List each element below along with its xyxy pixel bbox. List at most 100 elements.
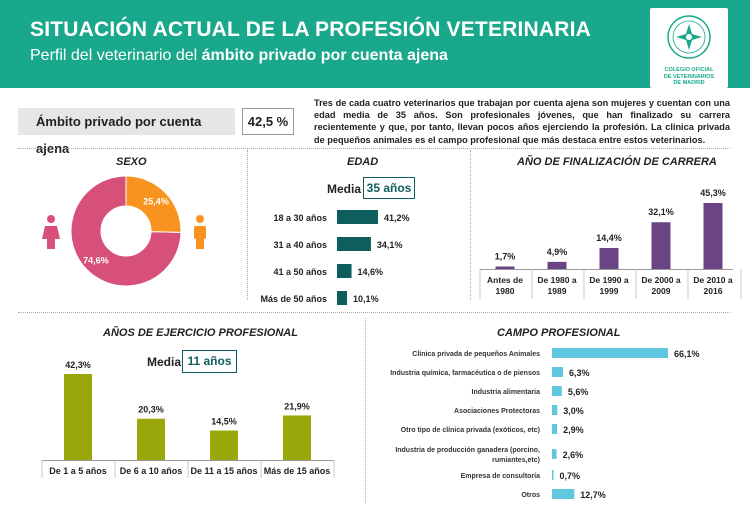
carrera-category: De 2000 a <box>641 275 680 285</box>
campo-category: Asociaciones Protectoras <box>454 408 540 415</box>
campo-bar <box>552 405 558 415</box>
ejercicio-bar <box>137 418 165 460</box>
carrera-bar <box>599 248 619 269</box>
edad-media-value: 35 años <box>363 177 415 199</box>
campo-bar <box>552 367 564 377</box>
page-subtitle: Perfil del veterinario del ámbito privad… <box>30 47 448 65</box>
campo-category: Otros <box>521 492 540 499</box>
divider-middle <box>18 312 730 313</box>
divider-bottom <box>365 318 366 503</box>
carrera-value: 14,4% <box>596 233 622 243</box>
campo-value: 12,7% <box>580 490 606 500</box>
edad-title: EDAD <box>347 156 379 168</box>
carrera-category: De 1980 a <box>537 275 576 285</box>
scope-value: 42,5 % <box>242 108 294 135</box>
carrera-category: 1999 <box>600 286 619 296</box>
logo-line-3: DE MADRID <box>673 80 705 86</box>
campo-category: Industria química, farmacéutica o de pie… <box>390 370 540 377</box>
carrera-value: 45,3% <box>700 188 726 198</box>
campo-value: 66,1% <box>674 349 700 359</box>
carrera-category: Antes de <box>487 275 523 285</box>
ejercicio-title: AÑOS DE EJERCICIO PROFESIONAL <box>103 327 298 339</box>
edad-category: Más de 50 años <box>260 294 327 304</box>
ejercicio-bar <box>283 415 311 460</box>
ejercicio-value: 42,3% <box>65 360 91 370</box>
campo-value: 5,6% <box>568 387 589 397</box>
campo-value: 3,0% <box>563 406 584 416</box>
intro-paragraph: Tres de cada cuatro veterinarios que tra… <box>314 98 730 145</box>
campo-category: Empresa de consultoría <box>461 473 540 480</box>
ejercicio-category: Más de 15 años <box>264 466 331 476</box>
campo-bar <box>552 348 668 358</box>
carrera-bar <box>651 222 671 269</box>
carrera-value: 32,1% <box>648 207 674 217</box>
ejercicio-bar <box>210 430 238 460</box>
campo-value: 0,7% <box>560 471 581 481</box>
campo-bar <box>552 489 575 499</box>
sexo-title: SEXO <box>116 156 147 168</box>
sexo-label: 74,6% <box>83 255 109 265</box>
edad-category: 41 a 50 años <box>273 267 327 277</box>
campo-bar <box>552 470 554 480</box>
divider-sexo-edad <box>247 150 248 300</box>
ejercicio-value: 20,3% <box>138 405 164 415</box>
campo-bar <box>552 386 562 396</box>
campo-bar <box>552 424 558 434</box>
edad-bar <box>337 210 378 224</box>
ejercicio-value: 21,9% <box>284 401 310 411</box>
campo-value: 2,9% <box>563 425 584 435</box>
carrera-category: 2009 <box>652 286 671 296</box>
campo-category: Industria alimentaria <box>472 389 541 396</box>
college-logo: COLEGIO OFICIAL DE VETERINARIOS DE MADRI… <box>650 8 728 88</box>
campo-category: Clínica privada de pequeños Animales <box>412 351 540 358</box>
ejercicio-category: De 6 a 10 años <box>120 466 183 476</box>
campo-category: rumiantes,etc) <box>492 457 540 464</box>
campo-value: 2,6% <box>563 450 584 460</box>
subtitle-prefix: Perfil del veterinario del <box>30 47 202 64</box>
carrera-bar <box>495 266 515 269</box>
ejercicio-media-label: Media <box>147 355 182 369</box>
subtitle-bold: ámbito privado por cuenta ajena <box>201 47 448 64</box>
edad-bar <box>337 237 371 251</box>
carrera-value: 1,7% <box>495 252 516 262</box>
logo-line-1: COLEGIO OFICIAL <box>664 67 714 73</box>
sexo-label: 25,4% <box>143 197 169 207</box>
male-icon <box>194 215 206 249</box>
edad-value: 14,6% <box>358 267 384 277</box>
campo-category: Industria de producción ganadera (porcin… <box>395 447 540 454</box>
header-banner: SITUACIÓN ACTUAL DE LA PROFESIÓN VETERIN… <box>0 0 750 88</box>
carrera-bar <box>703 203 723 269</box>
campo-title: CAMPO PROFESIONAL <box>497 327 621 339</box>
edad-category: 31 a 40 años <box>273 240 327 250</box>
campo-bar <box>552 449 557 459</box>
campo-category: Otro tipo de clínica privada (exóticos, … <box>401 427 540 434</box>
edad-value: 34,1% <box>377 240 403 250</box>
campo-value: 6,3% <box>569 368 590 378</box>
edad-media-label: Media <box>327 182 362 196</box>
emblem-icon <box>667 15 711 59</box>
carrera-category: 1989 <box>548 286 567 296</box>
edad-value: 10,1% <box>353 294 379 304</box>
ejercicio-media-value: 11 años <box>182 350 237 373</box>
carrera-category: De 2010 a <box>693 275 732 285</box>
edad-value: 41,2% <box>384 213 410 223</box>
edad-bar <box>337 291 348 305</box>
carrera-value: 4,9% <box>547 247 568 257</box>
sexo-slice <box>70 175 182 287</box>
carrera-title: AÑO DE FINALIZACIÓN DE CARRERA <box>517 156 717 168</box>
carrera-category: De 1990 a <box>589 275 628 285</box>
edad-category: 18 a 30 años <box>273 213 327 223</box>
sexo-slice <box>125 175 182 233</box>
carrera-category: 2016 <box>704 286 723 296</box>
divider-edad-carrera <box>470 150 471 300</box>
edad-bar <box>337 264 352 278</box>
female-icon <box>42 215 60 249</box>
ejercicio-category: De 11 a 15 años <box>190 466 257 476</box>
ejercicio-category: De 1 a 5 años <box>49 466 107 476</box>
scope-label: Ámbito privado por cuenta ajena <box>18 108 235 156</box>
page-title: SITUACIÓN ACTUAL DE LA PROFESIÓN VETERIN… <box>30 18 592 41</box>
ejercicio-bar <box>64 374 92 460</box>
carrera-category: 1980 <box>496 286 515 296</box>
carrera-bar <box>547 261 567 269</box>
